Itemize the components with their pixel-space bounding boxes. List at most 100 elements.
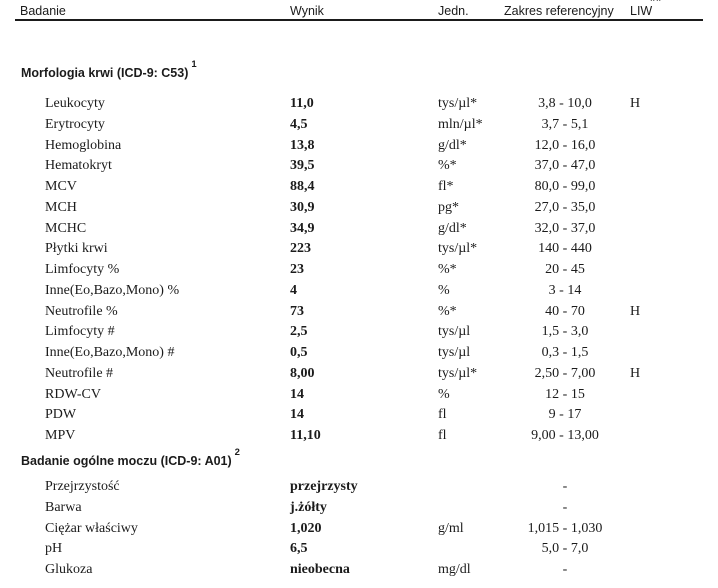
test-name: Erytrocyty — [45, 116, 105, 132]
section-footnote-ref: 2 — [234, 446, 240, 458]
reference-range: 0,3 - 1,5 — [541, 345, 589, 361]
table-row: Limfocyty # 2,5 tys/µl 1,5 - 3,0 — [0, 322, 718, 343]
test-result: j.żółty — [290, 499, 327, 515]
abnormal-flag — [630, 385, 680, 406]
test-result: 11,10 — [290, 428, 321, 444]
test-name: Ciężar właściwy — [45, 520, 138, 536]
test-result: 73 — [290, 303, 304, 319]
abnormal-flag — [630, 115, 680, 136]
header-footnote-marker: ** — [650, 0, 663, 8]
abnormal-flag — [630, 539, 680, 560]
test-name: Limfocyty # — [45, 324, 115, 340]
test-name: Inne(Eo,Bazo,Mono) # — [45, 345, 175, 361]
table-row: MCH 30,9 pg* 27,0 - 35,0 — [0, 198, 718, 219]
test-unit: mln/µl* — [438, 116, 483, 132]
test-result: 223 — [290, 241, 311, 257]
table-row: RDW-CV 14 % 12 - 15 — [0, 385, 718, 406]
table-row: MCV 88,4 fl* 80,0 - 99,0 — [0, 177, 718, 198]
reference-range: 27,0 - 35,0 — [534, 199, 596, 215]
column-header-liw: LIW — [630, 4, 653, 18]
test-unit: g/dl* — [438, 137, 467, 153]
section-footnote-ref: 1 — [191, 59, 197, 70]
reference-range: - — [562, 499, 568, 515]
abnormal-flag — [630, 560, 680, 581]
table-row: MCHC 34,9 g/dl* 32,0 - 37,0 — [0, 219, 718, 240]
reference-range: 9 - 17 — [548, 407, 582, 423]
table-row: Neutrofile % 73 %* 40 - 70 H — [0, 302, 718, 323]
abnormal-flag — [630, 260, 680, 281]
table-row: Barwa j.żółty - — [0, 498, 718, 519]
test-result: przejrzysty — [290, 479, 358, 495]
abnormal-flag — [630, 136, 680, 157]
abnormal-flag — [630, 322, 680, 343]
test-result: 14 — [290, 407, 304, 423]
column-header-zakres-referencyjny: Zakres referencyjny — [504, 4, 614, 18]
test-unit: fl* — [438, 179, 454, 195]
test-unit: tys/µl — [438, 324, 471, 340]
test-unit: %* — [438, 158, 457, 174]
abnormal-flag — [630, 219, 680, 240]
test-name: Neutrofile # — [45, 365, 114, 381]
table-header: Badanie Wynik Jedn. Zakres referencyjny … — [0, 0, 718, 21]
section-rows: Przejrzystość przejrzysty - Barwa j.żółt… — [0, 477, 718, 581]
test-unit: mg/dl — [438, 562, 471, 578]
test-name: Leukocyty — [45, 96, 105, 112]
table-row: Hematokryt 39,5 %* 37,0 - 47,0 — [0, 156, 718, 177]
table-row: Limfocyty % 23 %* 20 - 45 — [0, 260, 718, 281]
test-name: Neutrofile % — [45, 303, 118, 319]
test-result: 1,020 — [290, 520, 322, 536]
test-unit: fl — [438, 407, 447, 423]
report-section: Morfologia krwi (ICD-9: C53)1 Leukocyty … — [0, 59, 718, 447]
reference-range: 37,0 - 47,0 — [534, 158, 596, 174]
test-name: Płytki krwi — [45, 241, 108, 257]
section-title-text: Morfologia krwi (ICD-9: C53) — [21, 66, 189, 81]
report-body: Morfologia krwi (ICD-9: C53)1 Leukocyty … — [0, 59, 718, 581]
column-header-wynik: Wynik — [290, 4, 324, 18]
report-section: Badanie ogólne moczu (ICD-9: A01)2 Przej… — [0, 446, 718, 581]
test-name: pH — [45, 541, 63, 557]
test-result: 6,5 — [290, 541, 308, 557]
reference-range: - — [562, 562, 568, 578]
reference-range: 20 - 45 — [545, 262, 585, 278]
test-name: Barwa — [45, 499, 82, 515]
table-row: Hemoglobina 13,8 g/dl* 12,0 - 16,0 — [0, 136, 718, 157]
test-unit: tys/µl* — [438, 365, 478, 381]
test-name: Hemoglobina — [45, 137, 122, 153]
test-result: 34,9 — [290, 220, 315, 236]
test-name: Hematokryt — [45, 158, 112, 174]
section-title-text: Badanie ogólne moczu (ICD-9: A01) — [21, 454, 232, 469]
reference-range: - — [562, 479, 568, 495]
abnormal-flag — [630, 498, 680, 519]
test-name: Glukoza — [45, 562, 93, 578]
test-unit: g/ml — [438, 520, 464, 536]
test-unit: tys/µl* — [438, 96, 478, 112]
reference-range: 3,7 - 5,1 — [541, 116, 589, 132]
abnormal-flag — [630, 477, 680, 498]
test-result: 4,5 — [290, 116, 308, 132]
abnormal-flag — [630, 519, 680, 540]
table-row: Erytrocyty 4,5 mln/µl* 3,7 - 5,1 — [0, 115, 718, 136]
abnormal-flag — [630, 156, 680, 177]
test-unit: fl — [438, 428, 447, 444]
table-row: Glukoza nieobecna mg/dl - — [0, 560, 718, 581]
reference-range: 40 - 70 — [545, 303, 585, 319]
test-unit — [438, 539, 500, 560]
test-name: MCV — [45, 179, 77, 195]
test-result: 8,00 — [290, 365, 315, 381]
section-rows: Leukocyty 11,0 tys/µl* 3,8 - 10,0 H Eryt… — [0, 94, 718, 447]
reference-range: 3,8 - 10,0 — [538, 96, 592, 112]
test-name: MCH — [45, 199, 77, 215]
reference-range: 32,0 - 37,0 — [534, 220, 596, 236]
reference-range: 2,50 - 7,00 — [534, 365, 596, 381]
test-result: 13,8 — [290, 137, 315, 153]
column-header-badanie: Badanie — [20, 4, 66, 18]
test-unit: g/dl* — [438, 220, 467, 236]
table-row: MPV 11,10 fl 9,00 - 13,00 — [0, 426, 718, 447]
reference-range: 140 - 440 — [538, 241, 592, 257]
reference-range: 1,015 - 1,030 — [527, 520, 603, 536]
test-result: 88,4 — [290, 179, 315, 195]
abnormal-flag — [630, 405, 680, 426]
abnormal-flag — [630, 239, 680, 260]
test-name: Inne(Eo,Bazo,Mono) % — [45, 282, 180, 298]
